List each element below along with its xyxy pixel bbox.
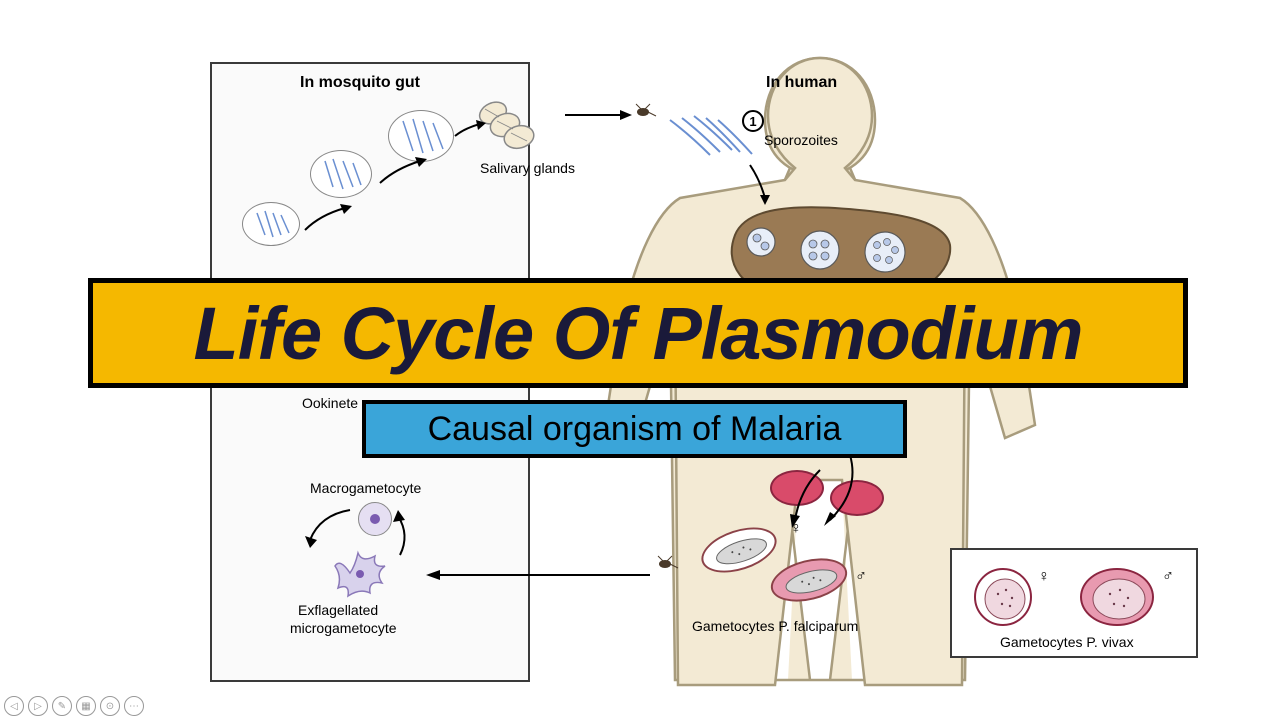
- macrogametocyte-cell: [358, 502, 392, 536]
- mosquito-panel-title: In mosquito gut: [300, 74, 420, 92]
- grid-icon[interactable]: ▦: [76, 696, 96, 716]
- title-ital: Plasmodium: [652, 292, 1082, 375]
- arrow-to-salivary: [450, 118, 490, 148]
- gameto-vivax-ital: P. vivax: [1086, 634, 1133, 650]
- arrow-oocyst-chain: [300, 200, 360, 240]
- mosquito-icon-feeding: [650, 550, 680, 575]
- arrow-to-liver: [740, 160, 780, 210]
- diagram-canvas: In mosquito gut In human Salivary glands…: [0, 0, 1280, 720]
- gameto-falc-label: Gametocytes P. falciparum: [692, 618, 858, 634]
- subtitle-text: Causal organism of Malaria: [428, 410, 842, 449]
- title-text: Life Cycle Of Plasmodium: [194, 291, 1083, 376]
- male-symbol-1: ♂: [855, 568, 867, 586]
- salivary-label: Salivary glands: [480, 160, 575, 176]
- ookinete-label: Ookinete: [302, 395, 358, 411]
- gametocyte-vivax-female: [974, 568, 1032, 626]
- male-symbol-2: ♂: [1162, 568, 1174, 586]
- subtitle-banner: Causal organism of Malaria: [362, 400, 907, 458]
- title-banner: Life Cycle Of Plasmodium: [88, 278, 1188, 388]
- oocyst-1: [242, 202, 300, 246]
- presentation-toolbar: ◁ ▷ ✎ ▦ ⊙ ⋯: [4, 696, 144, 716]
- step-badge-1: 1: [742, 110, 764, 132]
- exflag-label-1: Exflagellated: [298, 602, 378, 618]
- arrow-micro-up: [390, 510, 430, 560]
- gametocyte-vivax-male: [1080, 568, 1154, 626]
- gameto-falc-text: Gametocytes: [692, 618, 778, 634]
- gameto-falc-ital: P. falciparum: [778, 618, 858, 634]
- title-pre: Life Cycle Of: [194, 292, 653, 375]
- more-icon[interactable]: ⋯: [124, 696, 144, 716]
- exflag-label-2: microgametocyte: [290, 620, 397, 636]
- human-panel-title: In human: [766, 74, 837, 92]
- oocyst-2: [310, 150, 372, 198]
- arrow-gameto-to-mosquito: [420, 560, 660, 590]
- pen-icon[interactable]: ✎: [52, 696, 72, 716]
- sporozoites-label: Sporozoites: [764, 132, 838, 148]
- vivax-inset: ♀ ♂ Gametocytes P. vivax: [950, 548, 1198, 658]
- mosquito-icon-biting: [628, 98, 658, 123]
- arrow-oocyst-chain-2: [375, 155, 435, 195]
- macrogametocyte-label: Macrogametocyte: [310, 480, 421, 496]
- arrow-rbc-to-gameto: [790, 450, 870, 540]
- next-icon[interactable]: ▷: [28, 696, 48, 716]
- arrow-macro-cycle: [300, 500, 360, 560]
- gameto-vivax-label: Gametocytes P. vivax: [1000, 634, 1134, 650]
- female-symbol-2: ♀: [1038, 568, 1050, 586]
- zoom-icon[interactable]: ⊙: [100, 696, 120, 716]
- prev-icon[interactable]: ◁: [4, 696, 24, 716]
- gameto-vivax-text: Gametocytes: [1000, 634, 1086, 650]
- step-number-1: 1: [749, 114, 756, 129]
